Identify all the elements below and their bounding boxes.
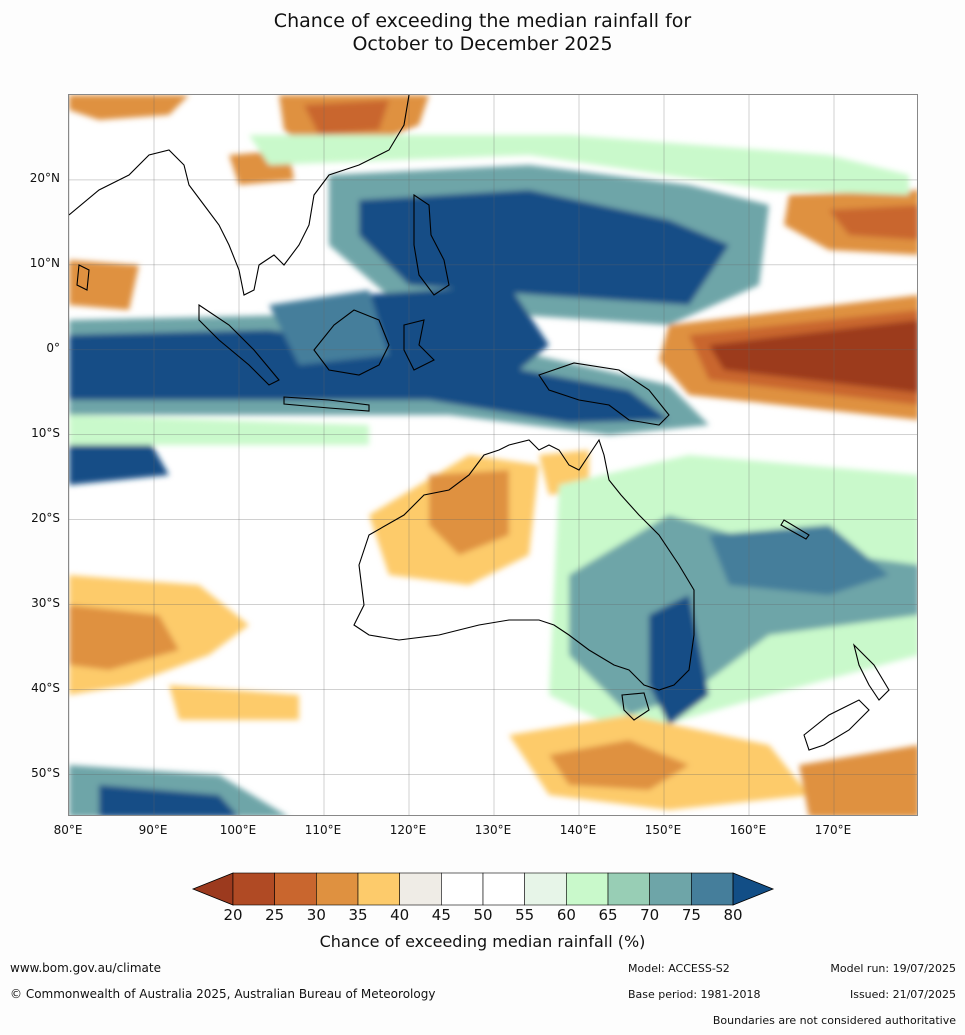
wet-region-southwest-ocean-core	[99, 785, 238, 815]
lat-tick-label: 40°S	[31, 680, 60, 695]
colorbar-cell	[607, 872, 650, 906]
colorbar-tick-label: 50	[473, 906, 493, 924]
coastline-philippines	[413, 193, 450, 296]
colorbar-tick-label: 60	[556, 906, 576, 924]
colorbar-tick-label: 55	[515, 906, 535, 924]
dry-region-central-pacific-core	[709, 320, 917, 393]
lat-tick-label: 10°N	[29, 255, 60, 270]
coastline-sumatra	[198, 303, 280, 386]
colorbar-tick-label: 75	[681, 906, 701, 924]
lat-tick-label: 20°S	[31, 510, 60, 525]
coastline-australia	[353, 438, 695, 691]
moist-band-indian-ocean	[69, 415, 369, 445]
colorbar-tick-label: 65	[598, 906, 618, 924]
colorbar-tick-label: 45	[431, 906, 451, 924]
chart-title: Chance of exceeding the median rainfall …	[0, 10, 965, 56]
colorbar-extend-low	[191, 872, 234, 906]
coastline-new-zealand-south	[803, 699, 870, 751]
graticule	[69, 95, 917, 815]
dry-region-north-pacific-core	[829, 205, 917, 240]
colorbar-tick-label: 20	[223, 906, 243, 924]
colorbar-cell	[232, 872, 275, 906]
colorbar-label: Chance of exceeding median rainfall (%)	[319, 932, 646, 951]
colorbar-tick-label: 40	[390, 906, 410, 924]
colorbar-cell	[316, 872, 359, 906]
coastline-sulawesi	[403, 319, 435, 371]
dry-region-south-east-corner	[799, 745, 917, 815]
colorbar-tick-label: 70	[640, 906, 660, 924]
lon-tick-label: 120°E	[389, 823, 427, 837]
dry-region-far-west-equator	[69, 260, 139, 310]
footer-copyright: © Commonwealth of Australia 2025, Austra…	[10, 987, 436, 1001]
lat-tick-label: 0°	[46, 340, 60, 355]
dry-region-southern-ocean-east-core	[549, 740, 689, 790]
colorbar-tick-label: 30	[306, 906, 326, 924]
lon-tick-label: 110°E	[304, 823, 342, 837]
colorbar-cell	[441, 872, 484, 906]
dry-region-southern-indian-ocean-core	[69, 605, 179, 670]
lon-tick-label: 90°E	[138, 823, 168, 837]
title-line-1: Chance of exceeding the median rainfall …	[273, 10, 692, 32]
footer-issued: Issued: 21/07/2025	[849, 988, 956, 1001]
coastline-java	[283, 396, 370, 412]
colorbar-tick-label: 35	[348, 906, 368, 924]
colorbar-cell	[649, 872, 692, 906]
lat-tick-label: 50°S	[31, 765, 60, 780]
colorbar	[191, 872, 775, 906]
coastline-new-guinea	[538, 362, 670, 426]
lon-tick-label: 170°E	[814, 823, 852, 837]
footer-model: Model: ACCESS-S2	[628, 962, 730, 975]
dry-region-southern-ocean-west	[169, 685, 299, 720]
wet-region-borneo-surround	[269, 290, 389, 365]
colorbar-cell	[357, 872, 400, 906]
coastline-sri-lanka	[76, 264, 90, 291]
lon-tick-label: 140°E	[559, 823, 597, 837]
footer-disclaimer: Boundaries are not considered authoritat…	[712, 1014, 956, 1027]
lon-tick-label: 150°E	[644, 823, 682, 837]
map-canvas	[69, 95, 917, 815]
footer-website: www.bom.gov.au/climate	[10, 961, 161, 975]
lat-tick-label: 10°S	[31, 425, 60, 440]
lat-tick-label: 30°S	[31, 595, 60, 610]
lon-tick-label: 80°E	[53, 823, 83, 837]
colorbar-extend-high	[732, 872, 775, 906]
footer-model-run: Model run: 19/07/2025	[830, 962, 956, 975]
coastline-new-caledonia	[780, 519, 810, 540]
lon-tick-label: 130°E	[474, 823, 512, 837]
dry-region-north-india	[69, 95, 189, 120]
coastline-new-zealand-north	[852, 643, 890, 701]
coastline-mainland-asia	[69, 95, 410, 296]
dry-region-western-australia-core	[429, 470, 509, 555]
wet-region-west-pacific-core	[359, 190, 729, 305]
colorbar-tick-label: 80	[723, 906, 743, 924]
coastline-borneo	[313, 309, 390, 376]
coastline-tasmania	[621, 692, 650, 721]
wet-region-indian-ocean	[69, 330, 669, 423]
colorbar-cell	[524, 872, 567, 906]
coastlines	[69, 95, 890, 751]
colorbar-cell	[482, 872, 525, 906]
title-line-2: October to December 2025	[352, 33, 613, 55]
rainfall-map	[68, 94, 918, 816]
colorbar-cell	[566, 872, 609, 906]
wet-region-tasman	[709, 525, 889, 595]
colorbar-tick-label: 25	[265, 906, 285, 924]
colorbar-cell	[399, 872, 442, 906]
colorbar-cell	[691, 872, 734, 906]
lat-tick-label: 20°N	[29, 170, 60, 185]
footer-base-period: Base period: 1981-2018	[628, 988, 761, 1001]
lon-tick-label: 100°E	[219, 823, 257, 837]
dry-region-south-china-core	[304, 100, 389, 135]
wet-region-maritime-continent	[359, 285, 549, 395]
colorbar-cell	[274, 872, 317, 906]
lon-tick-label: 160°E	[729, 823, 767, 837]
